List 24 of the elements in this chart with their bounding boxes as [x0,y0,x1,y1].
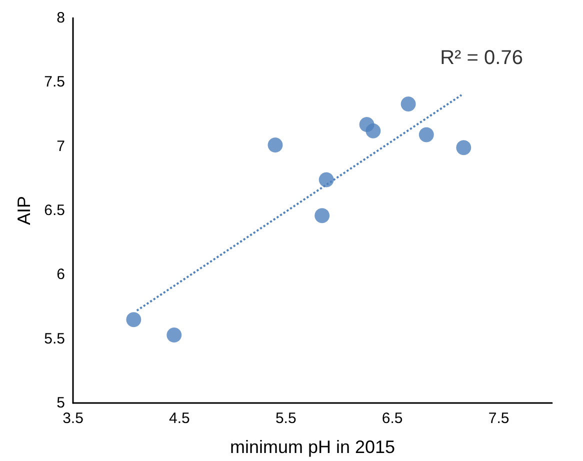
y-axis-title: AIP [14,196,34,226]
point [400,96,416,112]
point [366,123,381,138]
x-tick-label: 6.5 [382,410,403,427]
point [126,312,142,328]
x-tick-label: 5.5 [275,410,296,427]
x-tick-label: 7.5 [488,410,510,427]
y-tick-label: 5.5 [44,330,65,348]
y-tick-label: 7.5 [44,74,65,91]
point [314,208,330,224]
point [418,127,434,142]
point [166,327,182,342]
x-tick-label: 3.5 [62,410,84,427]
point [318,172,334,188]
y-tick-label: 7 [56,138,65,155]
x-axis-title: minimum pH in 2015 [230,437,396,457]
y-tick-label: 8 [56,10,65,26]
y-tick-label: 6 [56,266,65,284]
x-tick-label: 4.5 [169,410,190,427]
y-tick-label: 5 [56,394,65,412]
point [268,138,283,153]
annotation: R² = 0.76 [440,47,523,69]
y-tick-label: 6.5 [44,202,65,219]
point [456,140,472,156]
